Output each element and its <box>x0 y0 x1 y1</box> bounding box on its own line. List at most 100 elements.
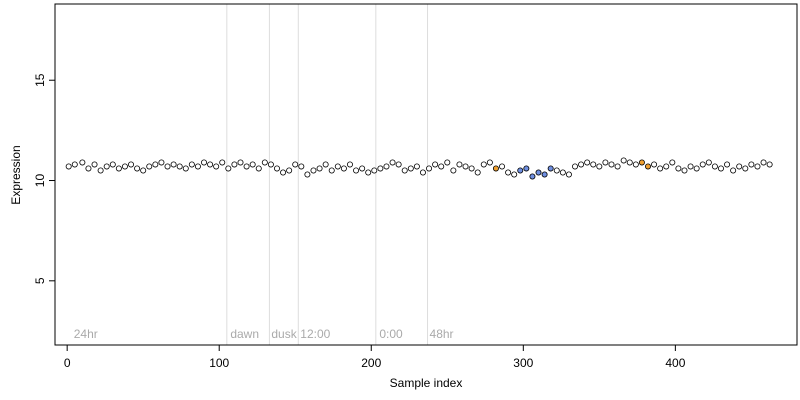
data-point-90 <box>614 163 621 170</box>
data-point-64 <box>456 161 463 168</box>
plot-frame <box>54 3 798 346</box>
data-point-43 <box>328 167 335 174</box>
data-point-4 <box>91 161 98 168</box>
x-tick-label-4: 400 <box>665 356 685 370</box>
data-point-99 <box>669 159 676 166</box>
data-point-100 <box>675 165 682 172</box>
data-point-28 <box>237 159 244 166</box>
annotation-label-1: dawn <box>230 327 259 341</box>
data-point-60 <box>432 161 439 168</box>
data-point-72 <box>505 169 512 176</box>
data-point-70 <box>492 165 499 172</box>
y-axis: 5 10 15 <box>33 73 55 284</box>
data-point-31 <box>255 165 262 172</box>
data-point-46 <box>346 161 353 168</box>
data-point-68 <box>480 161 487 168</box>
data-point-80 <box>553 167 560 174</box>
data-point-76 <box>529 173 536 180</box>
data-point-75 <box>523 165 530 172</box>
data-point-50 <box>371 167 378 174</box>
data-point-16 <box>164 163 171 170</box>
data-point-73 <box>511 171 518 178</box>
data-point-86 <box>590 161 597 168</box>
x-axis: 0 100 200 300 400 <box>64 345 686 370</box>
data-point-18 <box>176 163 183 170</box>
data-point-39 <box>304 171 311 178</box>
data-point-103 <box>693 165 700 172</box>
x-tick-label-2: 200 <box>361 356 381 370</box>
data-point-71 <box>499 163 506 170</box>
data-point-14 <box>152 161 159 168</box>
data-point-92 <box>626 159 633 166</box>
data-point-111 <box>742 165 749 172</box>
data-point-25 <box>219 159 226 166</box>
data-point-11 <box>134 165 141 172</box>
y-axis-title: Expression <box>9 145 23 204</box>
data-point-110 <box>736 163 743 170</box>
data-point-53 <box>389 159 396 166</box>
data-point-79 <box>547 165 554 172</box>
data-point-66 <box>468 165 475 172</box>
data-point-44 <box>334 163 341 170</box>
data-point-27 <box>231 161 238 168</box>
data-point-83 <box>572 163 579 170</box>
data-point-34 <box>273 165 280 172</box>
annotation-label-2: dusk <box>271 327 297 341</box>
data-points <box>65 157 773 180</box>
x-axis-title: Sample index <box>390 376 463 390</box>
data-point-107 <box>717 165 724 172</box>
data-point-102 <box>687 163 694 170</box>
data-point-2 <box>79 159 86 166</box>
y-tick-label-0: 5 <box>33 277 47 284</box>
data-point-89 <box>608 161 615 168</box>
data-point-26 <box>225 165 232 172</box>
annotation-label-5: 48hr <box>430 327 454 341</box>
data-point-24 <box>213 163 220 170</box>
data-point-77 <box>535 169 542 176</box>
data-point-17 <box>170 161 177 168</box>
data-point-58 <box>419 169 426 176</box>
data-point-40 <box>310 167 317 174</box>
data-point-5 <box>97 167 104 174</box>
data-point-54 <box>395 161 402 168</box>
data-point-19 <box>182 165 189 172</box>
data-point-109 <box>730 167 737 174</box>
data-point-105 <box>705 159 712 166</box>
x-tick-label-1: 100 <box>209 356 229 370</box>
data-point-93 <box>632 161 639 168</box>
data-point-108 <box>724 161 731 168</box>
data-point-57 <box>413 163 420 170</box>
annotation-label-0: 24hr <box>74 327 98 341</box>
data-point-97 <box>657 165 664 172</box>
data-point-42 <box>322 161 329 168</box>
data-point-12 <box>140 167 147 174</box>
data-point-37 <box>292 161 299 168</box>
data-point-41 <box>316 165 323 172</box>
data-point-33 <box>267 161 274 168</box>
data-point-62 <box>444 159 451 166</box>
data-point-49 <box>365 169 372 176</box>
data-point-30 <box>249 161 256 168</box>
data-point-23 <box>207 161 214 168</box>
data-point-36 <box>286 167 293 174</box>
data-point-8 <box>115 165 122 172</box>
data-point-65 <box>462 163 469 170</box>
data-point-87 <box>596 163 603 170</box>
data-point-22 <box>201 159 208 166</box>
data-point-104 <box>699 161 706 168</box>
data-point-7 <box>109 161 116 168</box>
data-point-98 <box>663 163 670 170</box>
data-point-45 <box>340 165 347 172</box>
data-point-52 <box>383 163 390 170</box>
data-point-114 <box>760 159 767 166</box>
data-point-10 <box>128 161 135 168</box>
data-point-1 <box>71 161 78 168</box>
data-point-112 <box>748 161 755 168</box>
data-point-96 <box>651 161 658 168</box>
data-point-91 <box>620 157 627 164</box>
y-tick-label-2: 15 <box>33 73 47 87</box>
data-point-9 <box>121 163 128 170</box>
data-point-82 <box>565 171 572 178</box>
data-point-88 <box>602 159 609 166</box>
annotations: 24hr dawn dusk 12:00 0:00 48hr <box>74 327 454 341</box>
